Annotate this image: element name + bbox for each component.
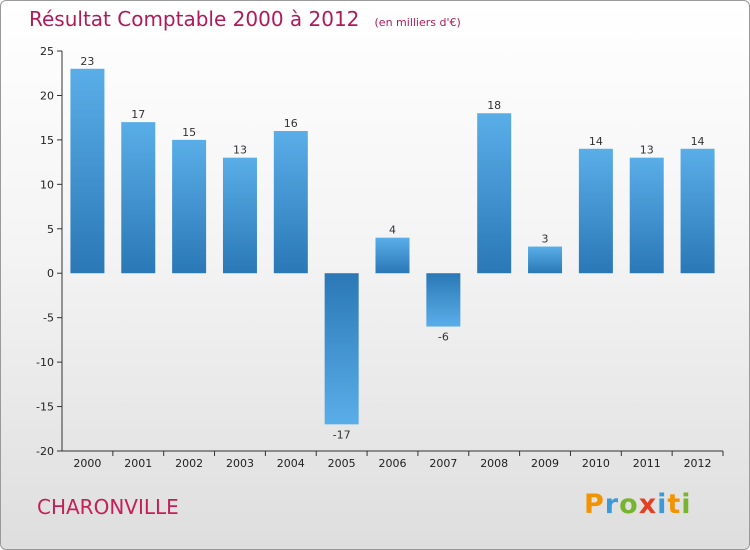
y-tick-label: 20: [40, 89, 54, 102]
y-tick-label: 5: [47, 223, 54, 236]
data-label-2009: 3: [542, 233, 549, 246]
x-tick-label-2010: 2010: [582, 457, 610, 470]
data-label-2010: 14: [589, 135, 603, 148]
x-tick-label-2009: 2009: [531, 457, 559, 470]
bar-2008: [477, 113, 512, 274]
data-label-2008: 18: [487, 99, 501, 112]
bar-2005: [324, 273, 359, 425]
y-tick-label: 10: [40, 178, 54, 191]
x-tick-label-2011: 2011: [633, 457, 661, 470]
y-tick-label: -5: [43, 312, 54, 325]
x-tick-label-2002: 2002: [175, 457, 203, 470]
y-tick-label: 25: [40, 45, 54, 58]
chart-title-block: Résultat Comptable 2000 à 2012 (en milli…: [29, 7, 461, 31]
data-label-2006: 4: [389, 224, 396, 237]
logo-letter: o: [619, 489, 639, 520]
y-tick-label: 0: [47, 267, 54, 280]
x-tick-label-2008: 2008: [480, 457, 508, 470]
bar-2003: [222, 157, 257, 274]
data-label-2007: -6: [438, 331, 449, 344]
data-label-2000: 23: [80, 55, 94, 68]
data-label-2012: 14: [691, 135, 705, 148]
y-tick-label: -20: [36, 445, 54, 458]
x-tick-label-2000: 2000: [73, 457, 101, 470]
logo-letter: i: [681, 489, 692, 520]
y-tick-label: -10: [36, 356, 54, 369]
bar-2001: [121, 122, 156, 274]
bar-2012: [680, 148, 715, 274]
proxiti-logo: Proxiti: [584, 489, 692, 520]
logo-letter: t: [667, 489, 682, 520]
data-label-2004: 16: [284, 117, 298, 130]
data-label-2005: -17: [333, 428, 351, 441]
chart-labels: 2000 23 2001 17 2002 15 2003 13 2004 16 2005 -17 200…: [73, 55, 711, 470]
logo-letter: i: [657, 489, 668, 520]
y-tick-label: 15: [40, 134, 54, 147]
bar-2004: [273, 131, 308, 274]
data-label-2011: 13: [640, 144, 654, 157]
data-label-2001: 17: [131, 108, 145, 121]
chart-bars: [70, 68, 715, 425]
chart-axes: 25 20 15 10 5 0 -5 -10 -15 -20: [36, 45, 724, 458]
chart-subtitle: (en milliers d'€): [374, 16, 461, 29]
x-tick-label-2004: 2004: [277, 457, 305, 470]
x-tick-label-2001: 2001: [124, 457, 152, 470]
bar-2009: [528, 246, 563, 274]
data-label-2002: 15: [182, 126, 196, 139]
x-tick-label-2007: 2007: [429, 457, 457, 470]
bar-2007: [426, 273, 461, 327]
bar-2010: [578, 148, 613, 274]
x-tick-label-2005: 2005: [328, 457, 356, 470]
x-tick-label-2003: 2003: [226, 457, 254, 470]
city-name: CHARONVILLE: [37, 495, 179, 519]
logo-letter: x: [638, 489, 658, 520]
x-tick-label-2012: 2012: [684, 457, 712, 470]
logo-letter: P: [584, 489, 605, 520]
data-label-2003: 13: [233, 144, 247, 157]
bar-2006: [375, 237, 410, 274]
y-tick-label: -15: [36, 401, 54, 414]
logo-letter: r: [604, 489, 620, 520]
bar-2002: [172, 139, 207, 274]
x-tick-label-2006: 2006: [379, 457, 407, 470]
bar-2011: [629, 157, 664, 274]
chart-title: Résultat Comptable 2000 à 2012: [29, 7, 360, 31]
bar-2000: [70, 68, 105, 274]
